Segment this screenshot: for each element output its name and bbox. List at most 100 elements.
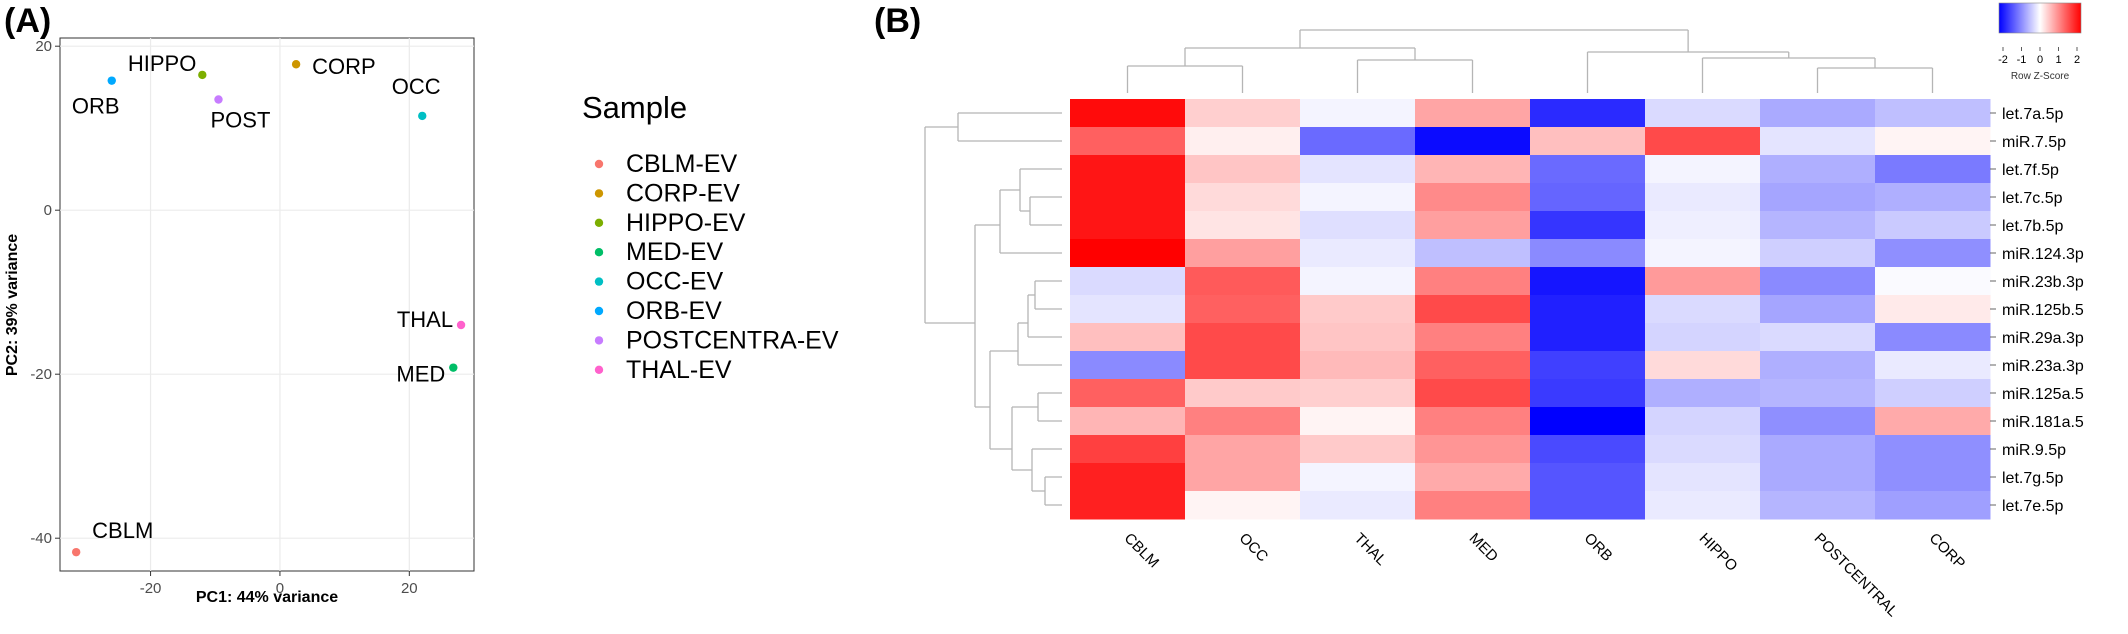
cell-let.7e.5p-CBLM [1070, 491, 1186, 520]
cell-let.7e.5p-MED [1415, 491, 1531, 520]
pca-gridlines [60, 38, 474, 571]
cell-miR.29a.3p-CBLM [1070, 323, 1186, 352]
legend-dot-orb [594, 306, 604, 316]
point-label-hippo: HIPPO [128, 51, 196, 76]
x-tick-label: -20 [140, 580, 162, 597]
point-corp [291, 60, 301, 69]
cell-let.7f.5p-MED [1415, 155, 1531, 184]
cell-let.7e.5p-ORB [1530, 491, 1646, 520]
cell-miR.125a.5-ORB [1530, 379, 1646, 408]
legend-label-post: POSTCENTRA-EV [626, 326, 839, 354]
point-orb [107, 76, 116, 85]
legend-label-hippo: HIPPO-EV [626, 209, 746, 237]
cell-let.7a.5p-CORP [1875, 99, 1991, 128]
row-label-miR.125b.5: miR.125b.5 [2002, 302, 2084, 319]
cell-miR.125b.5-HIPPO [1645, 295, 1761, 324]
cell-let.7a.5p-HIPPO [1645, 99, 1761, 128]
cell-miR.23a.3p-ORB [1530, 351, 1646, 380]
cell-let.7a.5p-CBLM [1070, 99, 1186, 128]
cell-miR.7.5p-ORB [1530, 127, 1646, 156]
row-label-let.7b.5p: let.7b.5p [2002, 218, 2063, 235]
cell-miR.125a.5-CBLM [1070, 379, 1186, 408]
point-med [449, 363, 458, 372]
cell-let.7a.5p-MED [1415, 99, 1531, 128]
cell-let.7e.5p-CORP [1875, 491, 1991, 520]
cell-miR.181a.5-OCC [1185, 407, 1301, 436]
row-label-miR.29a.3p: miR.29a.3p [2002, 330, 2084, 347]
cell-let.7f.5p-POSTCENTRAL [1760, 155, 1876, 184]
cell-miR.124.3p-ORB [1530, 239, 1646, 268]
cell-let.7b.5p-POSTCENTRAL [1760, 211, 1876, 240]
row-dendrogram [924, 112, 1062, 506]
cell-let.7c.5p-POSTCENTRAL [1760, 183, 1876, 212]
cell-miR.7.5p-HIPPO [1645, 127, 1761, 156]
legend-label-thal: THAL-EV [626, 356, 732, 384]
pca-y-axis-title: PC2: 39% variance [4, 234, 21, 376]
cell-miR.23a.3p-CORP [1875, 351, 1991, 380]
cell-miR.7.5p-CBLM [1070, 127, 1186, 156]
cell-miR.181a.5-ORB [1530, 407, 1646, 436]
cell-miR.124.3p-CORP [1875, 239, 1991, 268]
cell-let.7e.5p-HIPPO [1645, 491, 1761, 520]
cell-miR.7.5p-THAL [1300, 127, 1416, 156]
column-label-occ: OCC [1236, 530, 1272, 566]
cell-let.7g.5p-HIPPO [1645, 463, 1761, 492]
cell-let.7f.5p-CBLM [1070, 155, 1186, 184]
color-key: -2 -1 0 1 2 Row Z-Score [1998, 2, 2082, 82]
cell-miR.125a.5-CORP [1875, 379, 1991, 408]
color-key-ticks: -2 -1 0 1 2 [1998, 47, 2080, 66]
cell-let.7e.5p-POSTCENTRAL [1760, 491, 1876, 520]
cell-let.7f.5p-CORP [1875, 155, 1991, 184]
cell-let.7g.5p-MED [1415, 463, 1531, 492]
legend-label-orb: ORB-EV [626, 297, 722, 325]
cell-miR.23b.3p-ORB [1530, 267, 1646, 296]
row-label-miR.125a.5: miR.125a.5 [2002, 386, 2084, 403]
cell-miR.29a.3p-ORB [1530, 323, 1646, 352]
cell-miR.29a.3p-MED [1415, 323, 1531, 352]
cell-let.7b.5p-CBLM [1070, 211, 1186, 240]
cell-miR.181a.5-CBLM [1070, 407, 1186, 436]
pca-legend: Sample CBLM-EVCORP-EVHIPPO-EVMED-EVOCC-E… [582, 90, 839, 384]
heatmap: let.7a.5p miR.7.5p let.7f.5p let.7c.5p let.7… [924, 2, 2084, 620]
cell-let.7b.5p-ORB [1530, 211, 1646, 240]
point-label-occ: OCC [392, 74, 441, 99]
row-label-let.7e.5p: let.7e.5p [2002, 498, 2063, 515]
color-key-tick-label: 0 [2037, 54, 2043, 66]
cell-let.7g.5p-THAL [1300, 463, 1416, 492]
pca-points [71, 60, 466, 557]
cell-miR.23b.3p-POSTCENTRAL [1760, 267, 1876, 296]
cell-miR.125b.5-MED [1415, 295, 1531, 324]
row-label-let.7c.5p: let.7c.5p [2002, 190, 2063, 207]
heatmap-column-labels: CBLM OCC THAL MED ORB HIPPO POSTCENTRAL CORP [1121, 530, 1969, 620]
cell-miR.23b.3p-CBLM [1070, 267, 1186, 296]
cell-let.7b.5p-THAL [1300, 211, 1416, 240]
column-dendrogram [1126, 29, 1934, 93]
column-label-corp: CORP [1926, 530, 1969, 573]
y-tick-label: 0 [44, 202, 52, 219]
row-label-miR.23a.3p: miR.23a.3p [2002, 358, 2084, 375]
point-occ [418, 111, 427, 121]
cell-let.7g.5p-ORB [1530, 463, 1646, 492]
cell-miR.23b.3p-MED [1415, 267, 1531, 296]
legend-dot-hippo [594, 218, 604, 227]
cell-miR.7.5p-CORP [1875, 127, 1991, 156]
cell-miR.9.5p-POSTCENTRAL [1760, 435, 1876, 464]
row-label-let.7f.5p: let.7f.5p [2002, 162, 2059, 179]
cell-miR.124.3p-HIPPO [1645, 239, 1761, 268]
legend-title: Sample [582, 90, 687, 125]
y-tick-label: -40 [30, 530, 52, 547]
cell-miR.125a.5-HIPPO [1645, 379, 1761, 408]
y-tick-label: 20 [35, 38, 52, 55]
panel-b-label: (B) [874, 2, 921, 40]
cell-miR.9.5p-ORB [1530, 435, 1646, 464]
cell-let.7g.5p-OCC [1185, 463, 1301, 492]
point-label-thal: THAL [397, 307, 453, 332]
cell-miR.7.5p-POSTCENTRAL [1760, 127, 1876, 156]
cell-let.7b.5p-OCC [1185, 211, 1301, 240]
cell-miR.9.5p-MED [1415, 435, 1531, 464]
cell-miR.124.3p-MED [1415, 239, 1531, 268]
legend-dot-occ [594, 277, 604, 286]
cell-miR.124.3p-POSTCENTRAL [1760, 239, 1876, 268]
cell-let.7g.5p-CORP [1875, 463, 1991, 492]
row-label-miR.181a.5: miR.181a.5 [2002, 414, 2084, 431]
